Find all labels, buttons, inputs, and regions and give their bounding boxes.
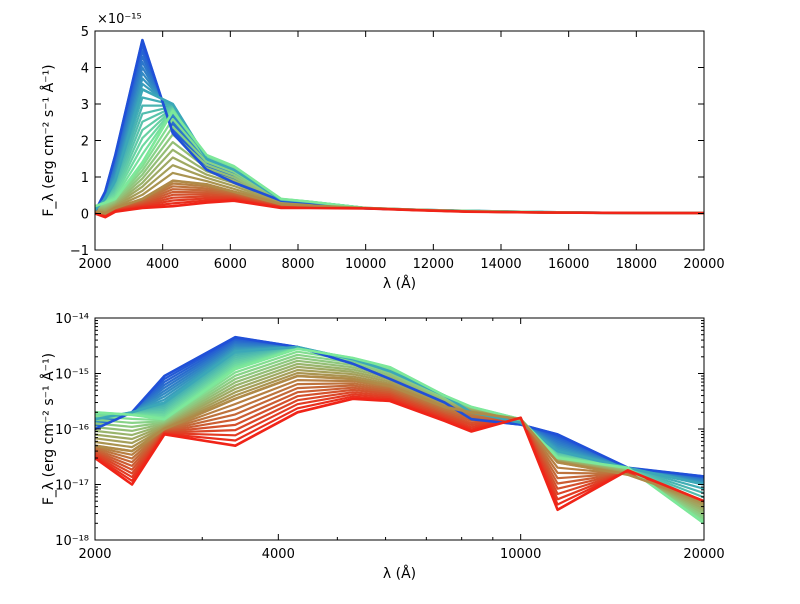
- series-late: [95, 397, 704, 512]
- y-axis-label: F_λ (erg cm⁻² s⁻¹ Å⁻¹): [40, 353, 57, 505]
- series-intermediate-3: [95, 374, 704, 503]
- y-tick-label: 0: [81, 208, 89, 223]
- series-early: [95, 335, 704, 478]
- x-axis-label: λ (Å): [383, 275, 416, 292]
- x-tick-label: 16000: [548, 257, 589, 272]
- x-tick-label: 4000: [146, 257, 179, 272]
- top-panel-linear: 2000 4000 6000 8000 10000 12000 14000 16000 1800…: [40, 12, 725, 292]
- y-tick-label: 5: [81, 25, 89, 40]
- series-intermediate-2: [95, 347, 704, 525]
- x-tick-label: 20000: [683, 257, 724, 272]
- y-offset-text: ×10⁻¹⁵: [97, 12, 142, 27]
- y-tick-label: 10⁻¹⁷: [55, 479, 89, 494]
- y-axis-label: F_λ (erg cm⁻² s⁻¹ Å⁻¹): [40, 64, 57, 216]
- y-tick-label: 3: [81, 98, 89, 113]
- x-tick-label: 4000: [262, 547, 295, 562]
- series-intermediate-1: [95, 345, 704, 486]
- x-tick-label: 2000: [78, 257, 111, 272]
- y-tick-label: 1: [81, 171, 89, 186]
- y-tick-label: 10⁻¹⁵: [55, 368, 89, 383]
- y-tick-label: 4: [81, 62, 89, 77]
- x-axis-label: λ (Å): [383, 565, 416, 582]
- x-tick-label: 18000: [616, 257, 657, 272]
- x-tick-label: 8000: [281, 257, 314, 272]
- y-tick-label: 10⁻¹⁴: [55, 312, 89, 327]
- x-tick-label: 10000: [500, 547, 541, 562]
- y-tick-label: 2: [81, 135, 89, 150]
- x-tick-label: 2000: [78, 547, 111, 562]
- x-tick-label: 14000: [480, 257, 521, 272]
- series-late: [95, 199, 704, 219]
- series-group: [95, 335, 704, 525]
- x-tick-label: 12000: [413, 257, 454, 272]
- x-tick-label: 20000: [683, 547, 724, 562]
- y-tick-label: 10⁻¹⁶: [55, 423, 89, 438]
- y-tick-label: 10⁻¹⁸: [55, 534, 89, 549]
- spectrum-line-1-1: [95, 96, 704, 215]
- series-group: [95, 38, 704, 219]
- y-tick-label: −1: [70, 244, 89, 259]
- bottom-panel-log: 2000 4000 10000 20000 10⁻¹⁸ 10⁻¹⁷ 10⁻¹⁶ 10⁻¹⁵ 10…: [40, 312, 725, 582]
- x-tick-label: 6000: [214, 257, 247, 272]
- x-tick-label: 10000: [345, 257, 386, 272]
